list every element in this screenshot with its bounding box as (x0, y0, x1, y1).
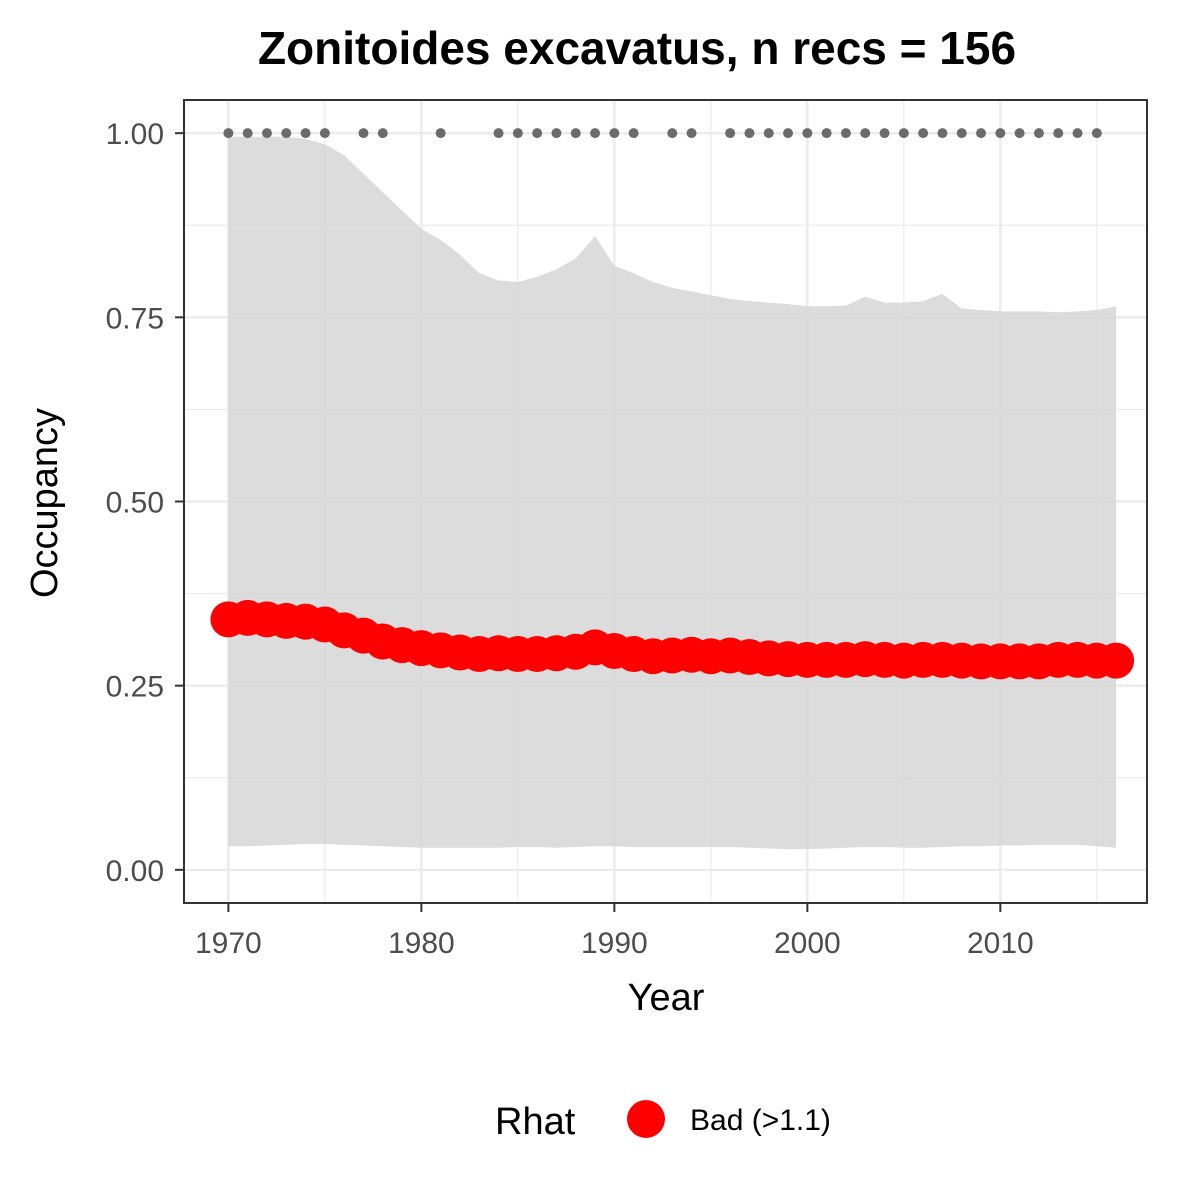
record-point (281, 128, 292, 139)
x-tick-label: 1990 (581, 927, 648, 960)
record-point (860, 128, 871, 139)
x-tick-label: 1970 (195, 927, 262, 960)
x-axis-label: Year (628, 977, 705, 1019)
y-tick-label: 0.75 (106, 302, 164, 335)
record-point (744, 128, 755, 139)
record-point (898, 128, 909, 139)
plot-panel (183, 99, 1148, 904)
mean-occupancy-points (210, 599, 1135, 680)
record-point (319, 128, 330, 139)
legend-title: Rhat (495, 1101, 576, 1143)
record-point (512, 128, 523, 139)
record-point (763, 128, 774, 139)
y-tick-label: 0.25 (106, 671, 164, 704)
record-point (937, 128, 948, 139)
y-axis: 0.00 0.25 0.50 0.75 1.00 (106, 118, 184, 888)
record-point (551, 128, 562, 139)
y-tick-label: 0.00 (106, 855, 164, 888)
record-point (995, 128, 1006, 139)
record-point (686, 128, 697, 139)
x-tick-label: 2010 (967, 927, 1034, 960)
record-point (879, 128, 890, 139)
record-point (435, 128, 446, 139)
record-point (1033, 128, 1044, 139)
record-point (261, 128, 272, 139)
record-point (590, 128, 601, 139)
record-point (1072, 128, 1083, 139)
record-point (667, 128, 678, 139)
y-axis-label: Occupancy (24, 408, 66, 598)
record-point (358, 128, 369, 139)
legend-label-bad: Bad (>1.1) (690, 1104, 831, 1137)
record-point (300, 128, 311, 139)
record-point (223, 128, 234, 139)
record-point (493, 128, 504, 139)
record-point (1014, 128, 1025, 139)
record-point (609, 128, 620, 139)
x-tick-label: 1980 (388, 927, 455, 960)
record-point (956, 128, 967, 139)
record-point (725, 128, 736, 139)
record-point (628, 128, 639, 139)
record-point (242, 128, 253, 139)
legend-key-bad (627, 1100, 665, 1138)
record-point (821, 128, 832, 139)
legend: Rhat Bad (>1.1) (495, 1100, 831, 1143)
mean-point (1098, 642, 1135, 679)
record-point (570, 128, 581, 139)
record-point (783, 128, 794, 139)
record-point (532, 128, 543, 139)
record-point (377, 128, 388, 139)
chart-title: Zonitoides excavatus, n recs = 156 (258, 22, 1016, 74)
y-tick-label: 1.00 (106, 118, 164, 151)
x-axis: 1970 1980 1990 2000 2010 (195, 903, 1034, 960)
record-point (1053, 128, 1064, 139)
record-point (1091, 128, 1102, 139)
record-point (802, 128, 813, 139)
record-points (223, 128, 1102, 139)
y-tick-label: 0.50 (106, 487, 164, 520)
record-point (918, 128, 929, 139)
record-point (976, 128, 987, 139)
x-tick-label: 2000 (774, 927, 841, 960)
record-point (840, 128, 851, 139)
